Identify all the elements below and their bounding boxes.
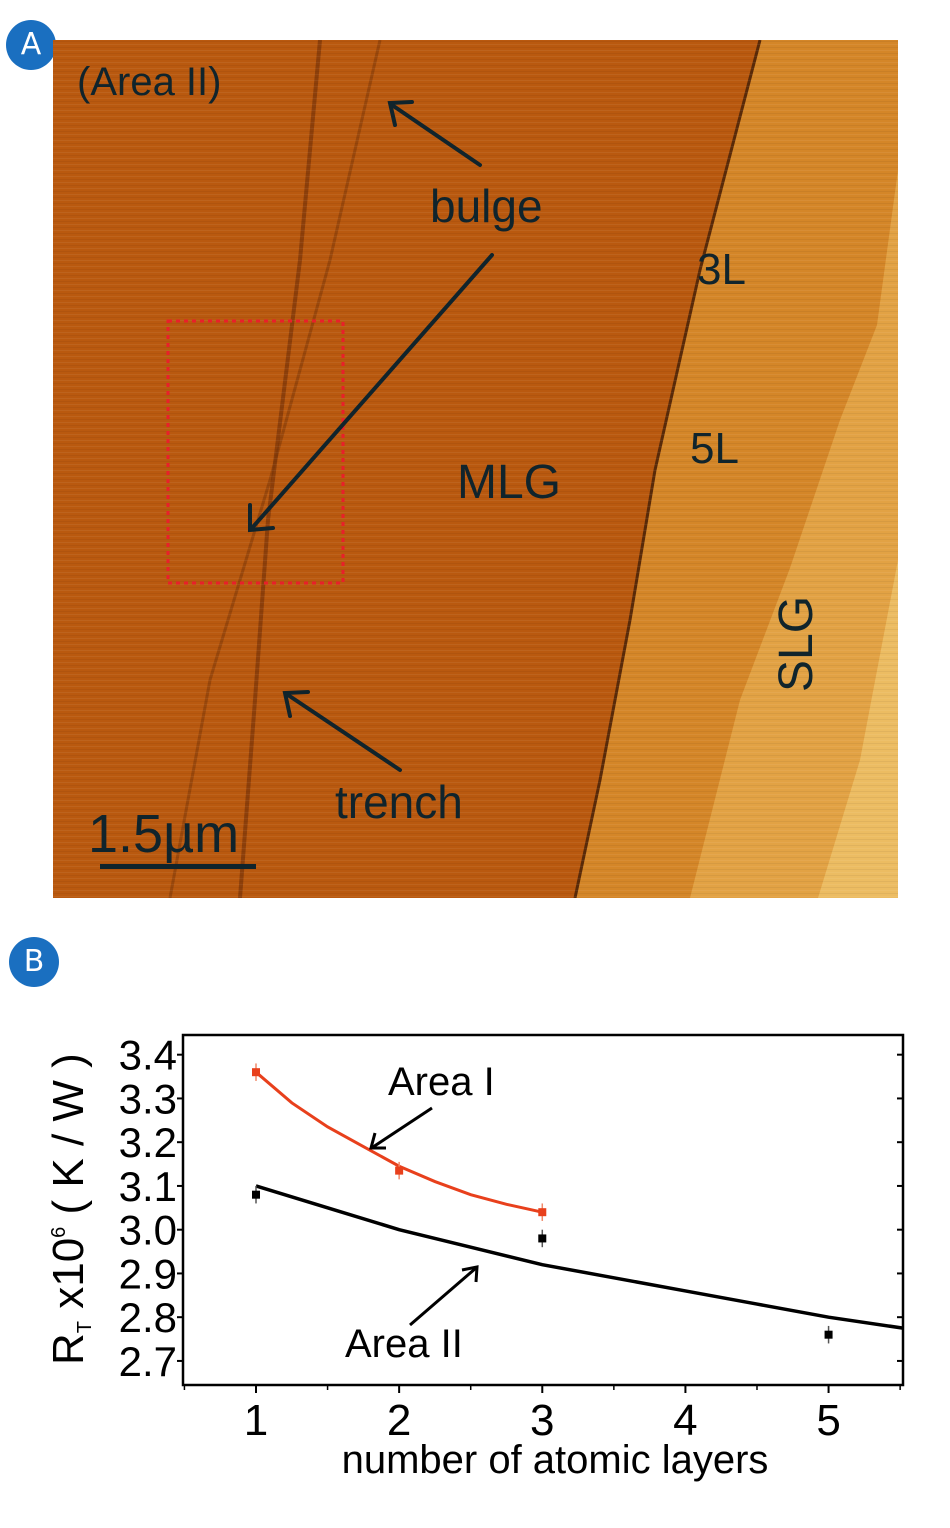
area-ii-arrow xyxy=(409,1266,477,1327)
three-layer-label: 3L xyxy=(697,245,746,294)
x-tick-label: 2 xyxy=(387,1396,411,1445)
area-ii-data-point xyxy=(538,1234,547,1243)
x-tick-label: 1 xyxy=(244,1396,268,1445)
area-i-data-point xyxy=(395,1166,404,1175)
y-tick-label: 3.4 xyxy=(119,1032,177,1079)
bulge-arrow-1 xyxy=(390,103,482,167)
y-axis-label: RT x106 ( K / W ) xyxy=(44,1053,96,1365)
trench-arrow xyxy=(286,693,402,772)
annotation-area-ii: Area II xyxy=(345,1322,463,1366)
bulge-label: bulge xyxy=(430,180,543,232)
slg-label: SLG xyxy=(770,596,823,692)
y-tick-label: 3.2 xyxy=(119,1119,177,1166)
area-ii-data-point xyxy=(252,1190,261,1199)
five-layer-label: 5L xyxy=(690,424,739,473)
y-tick-label: 3.3 xyxy=(119,1075,177,1122)
panel-b-badge: B xyxy=(9,937,59,987)
x-tick-label: 4 xyxy=(673,1396,697,1445)
scale-bar xyxy=(100,864,256,869)
area-i-arrow xyxy=(372,1106,433,1149)
y-tick-label: 2.9 xyxy=(119,1250,177,1297)
panel-a-badge: A xyxy=(6,20,56,70)
x-axis-label: number of atomic layers xyxy=(342,1438,769,1482)
mlg-label: MLG xyxy=(457,456,561,509)
y-tick-label: 3.0 xyxy=(119,1207,177,1254)
bulge-arrow-2 xyxy=(250,253,494,530)
area-label: (Area II) xyxy=(77,60,221,104)
x-tick-label: 5 xyxy=(816,1396,840,1445)
y-tick-label: 3.1 xyxy=(119,1163,177,1210)
area-i-data-point xyxy=(538,1208,547,1217)
highlight-box xyxy=(166,319,345,585)
x-tick-label: 3 xyxy=(530,1396,554,1445)
area-i-data-point xyxy=(252,1068,261,1077)
area-ii-fit-line xyxy=(255,1184,904,1330)
afm-image: (Area II) bulge 3L 5L MLG SLG trench 1.5… xyxy=(53,40,898,898)
y-tick-label: 2.8 xyxy=(119,1294,177,1341)
thermal-resistance-chart: 1 2 3 4 5 2.72.82.93.03.13.23.33.4 number of … xyxy=(44,1032,905,1482)
annotation-area-i: Area I xyxy=(388,1060,495,1104)
y-tick-label: 2.7 xyxy=(119,1338,177,1385)
scale-bar-label: 1.5µm xyxy=(88,804,239,864)
area-ii-data-point xyxy=(824,1330,833,1339)
trench-label: trench xyxy=(335,776,463,828)
